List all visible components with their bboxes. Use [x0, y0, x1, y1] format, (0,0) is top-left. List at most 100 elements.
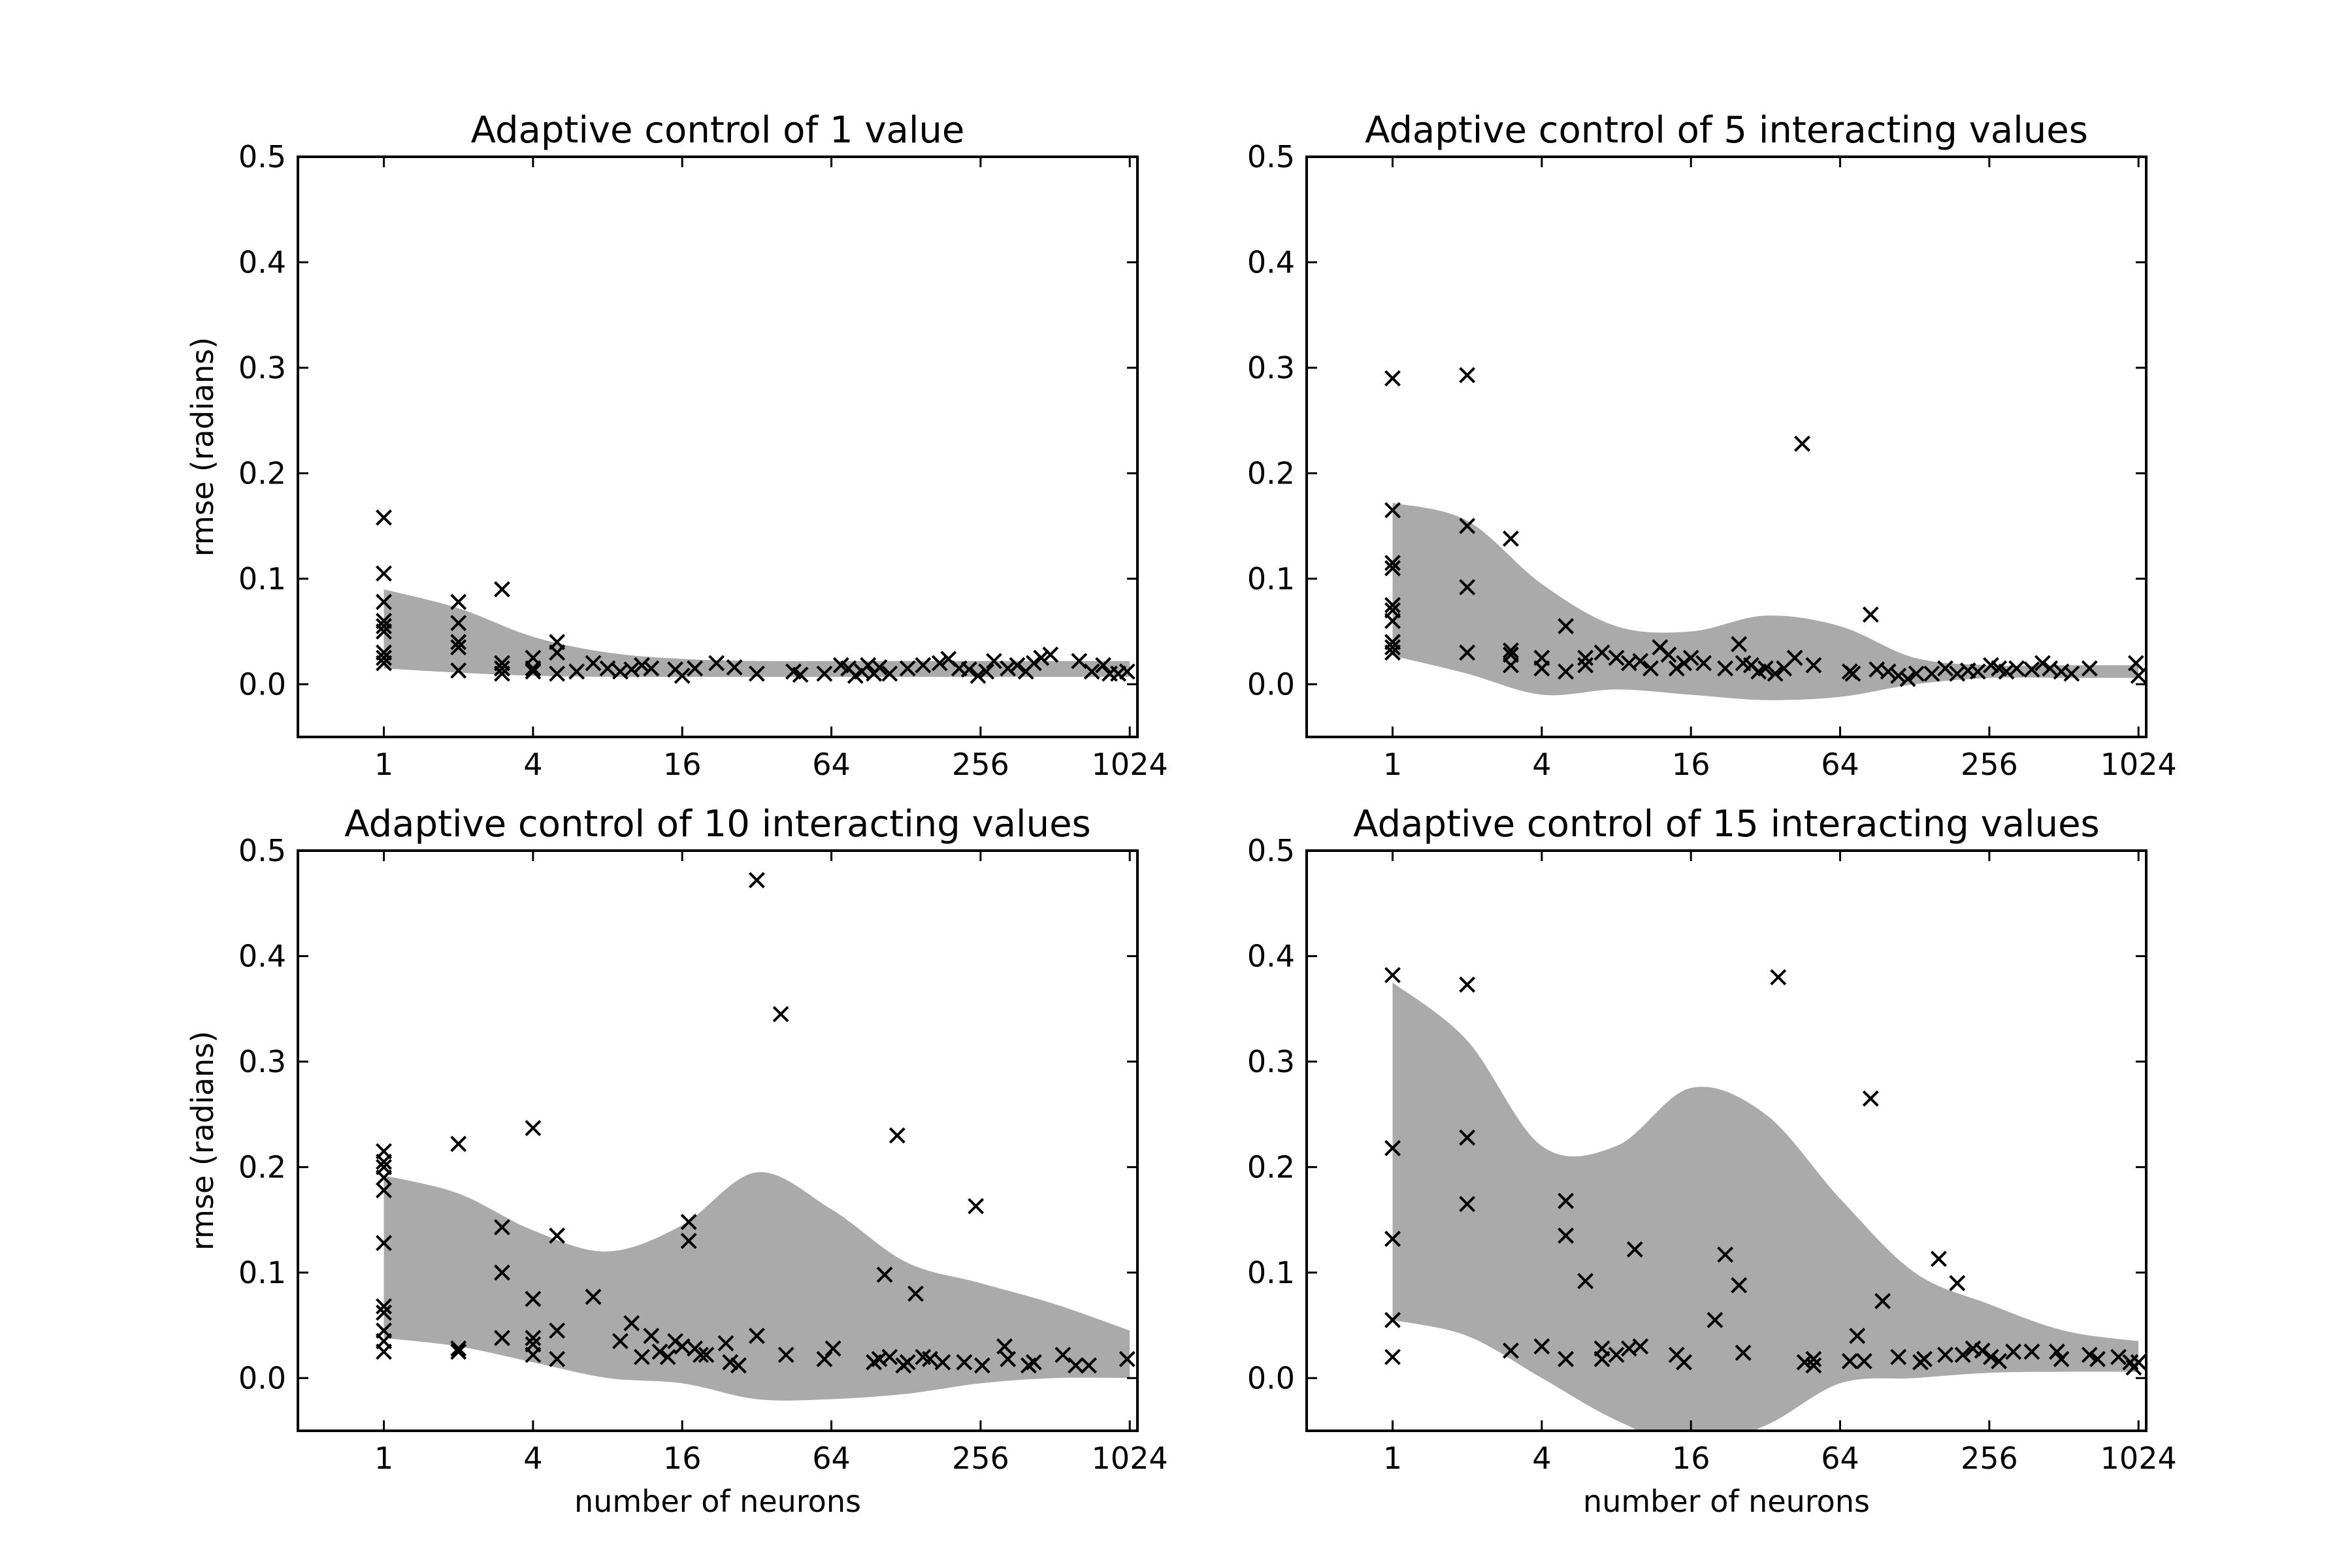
data-point: [674, 1338, 691, 1355]
data-point: [1862, 606, 1879, 623]
data-point: [915, 657, 932, 674]
y-tick-label: 0.3: [238, 350, 286, 385]
y-tick-label: 0.1: [238, 561, 286, 596]
data-point: [1844, 665, 1861, 682]
data-point: [1384, 644, 1401, 661]
data-point: [568, 663, 585, 680]
data-point: [376, 1153, 392, 1170]
data-point: [2130, 667, 2147, 684]
x-tick-label: 4: [523, 1441, 542, 1476]
data-point: [1998, 663, 2015, 680]
data-point: [1965, 1340, 1982, 1357]
data-point: [2089, 1350, 2106, 1367]
x-tick-label: 256: [1961, 1441, 2018, 1476]
data-point: [634, 1348, 650, 1365]
data-point: [1908, 665, 1925, 682]
axes-frame: [297, 849, 1139, 1432]
x-tick-label: 1: [1383, 1441, 1402, 1476]
confidence-band: [1392, 982, 2139, 1431]
x-tick-label: 16: [663, 747, 702, 782]
y-tick-label: 0.3: [238, 1044, 286, 1079]
data-point: [376, 1235, 392, 1252]
data-point: [792, 666, 809, 683]
data-point: [889, 1127, 906, 1144]
chart-title: Adaptive control of 1 value: [471, 109, 965, 152]
data-point: [659, 1348, 676, 1365]
data-point: [494, 1264, 510, 1281]
y-tick-label: 0.5: [1247, 833, 1295, 868]
x-tick-label: 64: [1821, 747, 1859, 782]
data-point: [726, 659, 743, 676]
data-point: [1954, 1347, 1971, 1364]
data-point: [1931, 1250, 1947, 1267]
y-tick-label: 0.0: [238, 666, 286, 702]
data-point: [956, 1354, 973, 1371]
data-point: [376, 593, 392, 610]
data-point: [1862, 1090, 1879, 1107]
y-tick-label: 0.2: [238, 1149, 286, 1184]
data-point: [674, 667, 691, 684]
x-tick-label: 1024: [2100, 747, 2177, 782]
data-point: [1119, 663, 1135, 680]
data-point: [985, 653, 1002, 670]
data-point: [1717, 1246, 1734, 1263]
data-point: [1949, 665, 1966, 682]
data-point: [376, 1304, 392, 1321]
data-point: [494, 581, 510, 598]
data-point: [525, 1330, 542, 1347]
data-point: [978, 663, 995, 680]
data-point: [816, 1350, 833, 1367]
data-point: [1937, 1347, 1953, 1364]
chart-title: Adaptive control of 15 interacting value…: [1353, 803, 2099, 845]
data-point: [1503, 642, 1519, 659]
confidence-band: [384, 589, 1130, 678]
chart-panel-3: 0.0 0.1 0.2 0.3 0.4 0.5 1 4 16 64 256 1024 Adaptive …: [185, 803, 1168, 1519]
data-point: [1071, 653, 1088, 670]
y-tick-label: 0.4: [238, 938, 286, 973]
data-point: [970, 667, 987, 684]
data-point: [1533, 1338, 1550, 1355]
data-point: [450, 1135, 467, 1152]
y-tick-label: 0.2: [1247, 455, 1295, 491]
data-point: [1533, 660, 1550, 677]
y-tick-label: 0.4: [238, 244, 286, 280]
data-point: [1042, 646, 1059, 663]
data-point: [922, 1350, 938, 1367]
data-point: [1805, 1357, 1822, 1374]
data-point: [494, 1330, 510, 1347]
x-tick-label: 16: [1672, 747, 1710, 782]
data-point: [730, 1357, 747, 1374]
y-tick-label: 0.5: [238, 833, 286, 868]
data-point: [1384, 1312, 1401, 1328]
data-point: [494, 1218, 510, 1235]
axes-frame: [1305, 849, 2148, 1432]
y-tick-label: 0.0: [1247, 1360, 1295, 1396]
data-point: [1794, 435, 1810, 452]
data-point: [1577, 1273, 1594, 1290]
data-point: [1081, 1357, 1097, 1374]
data-point: [1593, 644, 1610, 661]
data-point: [816, 665, 833, 682]
data-point: [1855, 1353, 1872, 1369]
data-point: [748, 872, 765, 889]
data-point: [634, 657, 650, 674]
data-point: [1735, 1345, 1752, 1361]
data-point: [450, 639, 467, 656]
data-point: [934, 1354, 951, 1371]
data-point: [2110, 1348, 2127, 1365]
data-point: [1632, 653, 1649, 670]
data-point: [1983, 1348, 1999, 1365]
data-point: [1384, 639, 1401, 656]
data-point: [2081, 1347, 2098, 1364]
x-tick-label: 64: [812, 747, 851, 782]
data-point: [1890, 667, 1907, 684]
data-point: [2034, 655, 2051, 672]
x-tick-label: 1024: [1092, 747, 1168, 782]
data-point: [1767, 665, 1784, 682]
data-point: [450, 1340, 467, 1357]
x-tick-label: 1: [374, 747, 393, 782]
data-point: [1558, 618, 1575, 634]
data-point: [968, 1198, 985, 1215]
data-point: [1991, 1353, 2008, 1369]
data-point: [525, 1290, 542, 1307]
